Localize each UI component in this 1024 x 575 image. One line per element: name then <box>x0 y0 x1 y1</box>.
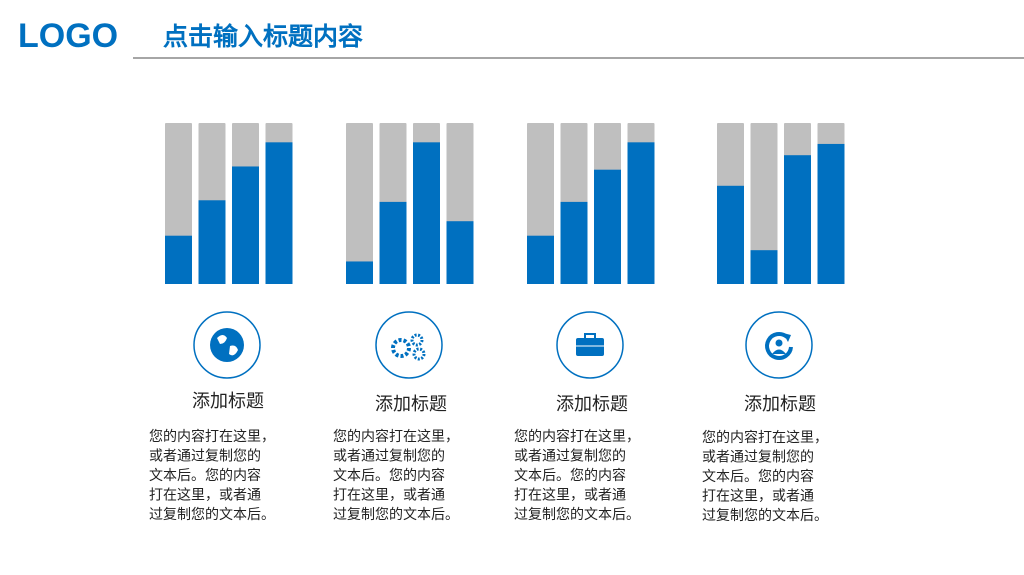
card-text: 或者通过复制您的 <box>702 449 814 466</box>
card-text: 打在这里，或者通 <box>702 488 814 505</box>
bar-track <box>346 123 373 284</box>
card-text: 文本后。您的内容 <box>149 467 261 484</box>
card-text: 文本后。您的内容 <box>702 468 814 485</box>
logo: LOGO <box>18 17 118 55</box>
bar <box>346 261 373 284</box>
bar <box>627 142 655 284</box>
card-text: 或者通过复制您的 <box>149 448 261 465</box>
card-text: 文本后。您的内容 <box>333 467 445 484</box>
bar <box>750 250 778 284</box>
card-text: 打在这里，或者通 <box>333 487 445 504</box>
card-title: 添加标题 <box>192 391 264 412</box>
card-text: 或者通过复制您的 <box>514 448 626 465</box>
card-text: 文本后。您的内容 <box>514 467 626 484</box>
card-text: 您的内容打在这里， <box>333 428 459 445</box>
icon-gears <box>375 311 443 379</box>
bar <box>413 142 440 284</box>
bar <box>379 201 407 284</box>
bar <box>594 169 621 284</box>
card-text: 您的内容打在这里， <box>514 428 640 445</box>
bar <box>717 185 744 284</box>
bar-track <box>750 123 778 284</box>
bar <box>817 143 845 284</box>
bar <box>560 201 588 284</box>
bar <box>232 166 259 284</box>
card-text: 打在这里，或者通 <box>514 487 626 504</box>
icon-briefcase <box>556 311 624 379</box>
card-text: 过复制您的文本后。 <box>333 506 459 523</box>
card-text: 或者通过复制您的 <box>333 448 445 465</box>
card-text: 您的内容打在这里， <box>149 428 275 445</box>
bar <box>784 155 811 284</box>
card-text: 过复制您的文本后。 <box>149 506 275 523</box>
card-title: 添加标题 <box>556 394 628 415</box>
bar <box>165 235 192 284</box>
card-text: 过复制您的文本后。 <box>702 507 828 524</box>
card-text: 过复制您的文本后。 <box>514 506 640 523</box>
card-title: 添加标题 <box>744 394 816 415</box>
card-text: 打在这里，或者通 <box>149 487 261 504</box>
icon-globe <box>193 311 261 379</box>
slide-title: 点击输入标题内容 <box>163 22 363 51</box>
card-title: 添加标题 <box>375 394 447 415</box>
card-text: 您的内容打在这里， <box>702 429 828 446</box>
bar <box>527 235 554 284</box>
bar <box>446 221 474 284</box>
bar <box>265 142 293 284</box>
icon-user-refresh <box>745 311 813 379</box>
bar <box>198 200 226 284</box>
